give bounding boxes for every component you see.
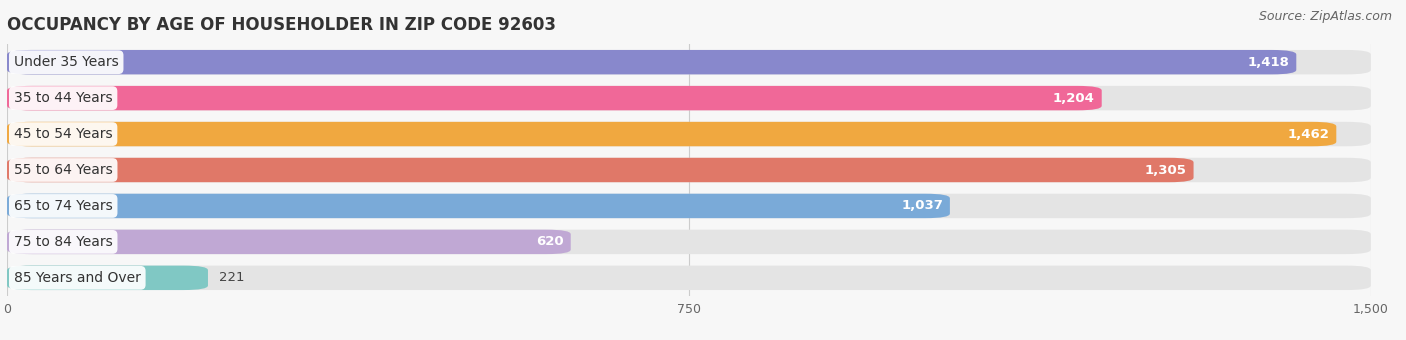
FancyBboxPatch shape — [7, 230, 1371, 254]
FancyBboxPatch shape — [7, 230, 571, 254]
Text: 45 to 54 Years: 45 to 54 Years — [14, 127, 112, 141]
Text: 1,462: 1,462 — [1288, 128, 1330, 140]
Text: Under 35 Years: Under 35 Years — [14, 55, 118, 69]
Text: 1,305: 1,305 — [1144, 164, 1187, 176]
Text: Source: ZipAtlas.com: Source: ZipAtlas.com — [1258, 10, 1392, 23]
Text: 620: 620 — [536, 235, 564, 249]
Text: 1,037: 1,037 — [901, 200, 943, 212]
FancyBboxPatch shape — [7, 158, 1371, 182]
Text: 35 to 44 Years: 35 to 44 Years — [14, 91, 112, 105]
FancyBboxPatch shape — [7, 50, 1296, 74]
FancyBboxPatch shape — [7, 86, 1371, 110]
FancyBboxPatch shape — [7, 122, 1336, 146]
FancyBboxPatch shape — [7, 194, 1371, 218]
FancyBboxPatch shape — [7, 158, 1194, 182]
FancyBboxPatch shape — [7, 50, 1371, 74]
Text: OCCUPANCY BY AGE OF HOUSEHOLDER IN ZIP CODE 92603: OCCUPANCY BY AGE OF HOUSEHOLDER IN ZIP C… — [7, 16, 555, 34]
Text: 1,418: 1,418 — [1247, 56, 1289, 69]
FancyBboxPatch shape — [7, 122, 1371, 146]
FancyBboxPatch shape — [7, 266, 1371, 290]
Text: 1,204: 1,204 — [1053, 91, 1095, 105]
FancyBboxPatch shape — [7, 86, 1102, 110]
Text: 85 Years and Over: 85 Years and Over — [14, 271, 141, 285]
Text: 55 to 64 Years: 55 to 64 Years — [14, 163, 112, 177]
FancyBboxPatch shape — [7, 194, 950, 218]
Text: 65 to 74 Years: 65 to 74 Years — [14, 199, 112, 213]
Text: 221: 221 — [219, 271, 245, 284]
FancyBboxPatch shape — [7, 266, 208, 290]
Text: 75 to 84 Years: 75 to 84 Years — [14, 235, 112, 249]
